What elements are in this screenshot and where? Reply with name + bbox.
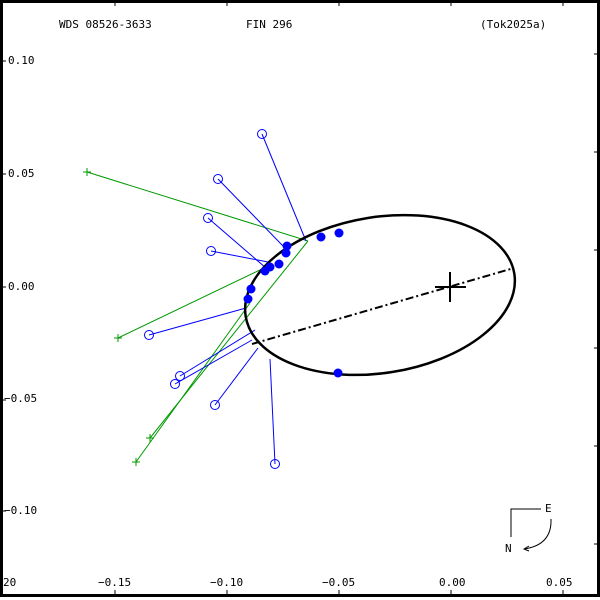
line-of-apsides	[251, 267, 515, 345]
y-tick-label: −0.05	[4, 392, 38, 405]
x-tick-label: 0.00	[439, 576, 466, 589]
reference-label: (Tok2025a)	[480, 18, 547, 31]
old-measure-residuals	[86, 171, 309, 463]
x-tick-label: 20	[3, 576, 17, 589]
compass-north-label: N	[505, 542, 512, 555]
top-ticks	[114, 1, 564, 6]
compass-east-label: E	[545, 502, 552, 515]
y-tick-label: −0.10	[4, 504, 38, 517]
orbit-ellipse	[243, 213, 517, 377]
x-tick-label: −0.15	[98, 576, 132, 589]
primary-star-cross	[435, 272, 466, 302]
y-tick-label: 0.00	[8, 280, 35, 293]
x-tick-label: −0.05	[322, 576, 356, 589]
filled-measures	[243, 228, 344, 378]
old-measure-markers	[83, 168, 154, 466]
bottom-ticks	[114, 590, 564, 595]
compass-icon	[510, 508, 552, 552]
y-tick-label: 0.05	[8, 167, 35, 180]
left-ticks	[1, 60, 6, 512]
right-ticks	[594, 53, 599, 545]
measure-residuals	[148, 133, 307, 465]
y-tick-label: 0.10	[8, 54, 35, 67]
x-tick-label: 0.05	[546, 576, 573, 589]
x-tick-label: −0.10	[210, 576, 244, 589]
wds-id-label: WDS 08526-3633	[59, 18, 152, 31]
discoverer-label: FIN 296	[246, 18, 293, 31]
open-measures	[144, 129, 280, 469]
